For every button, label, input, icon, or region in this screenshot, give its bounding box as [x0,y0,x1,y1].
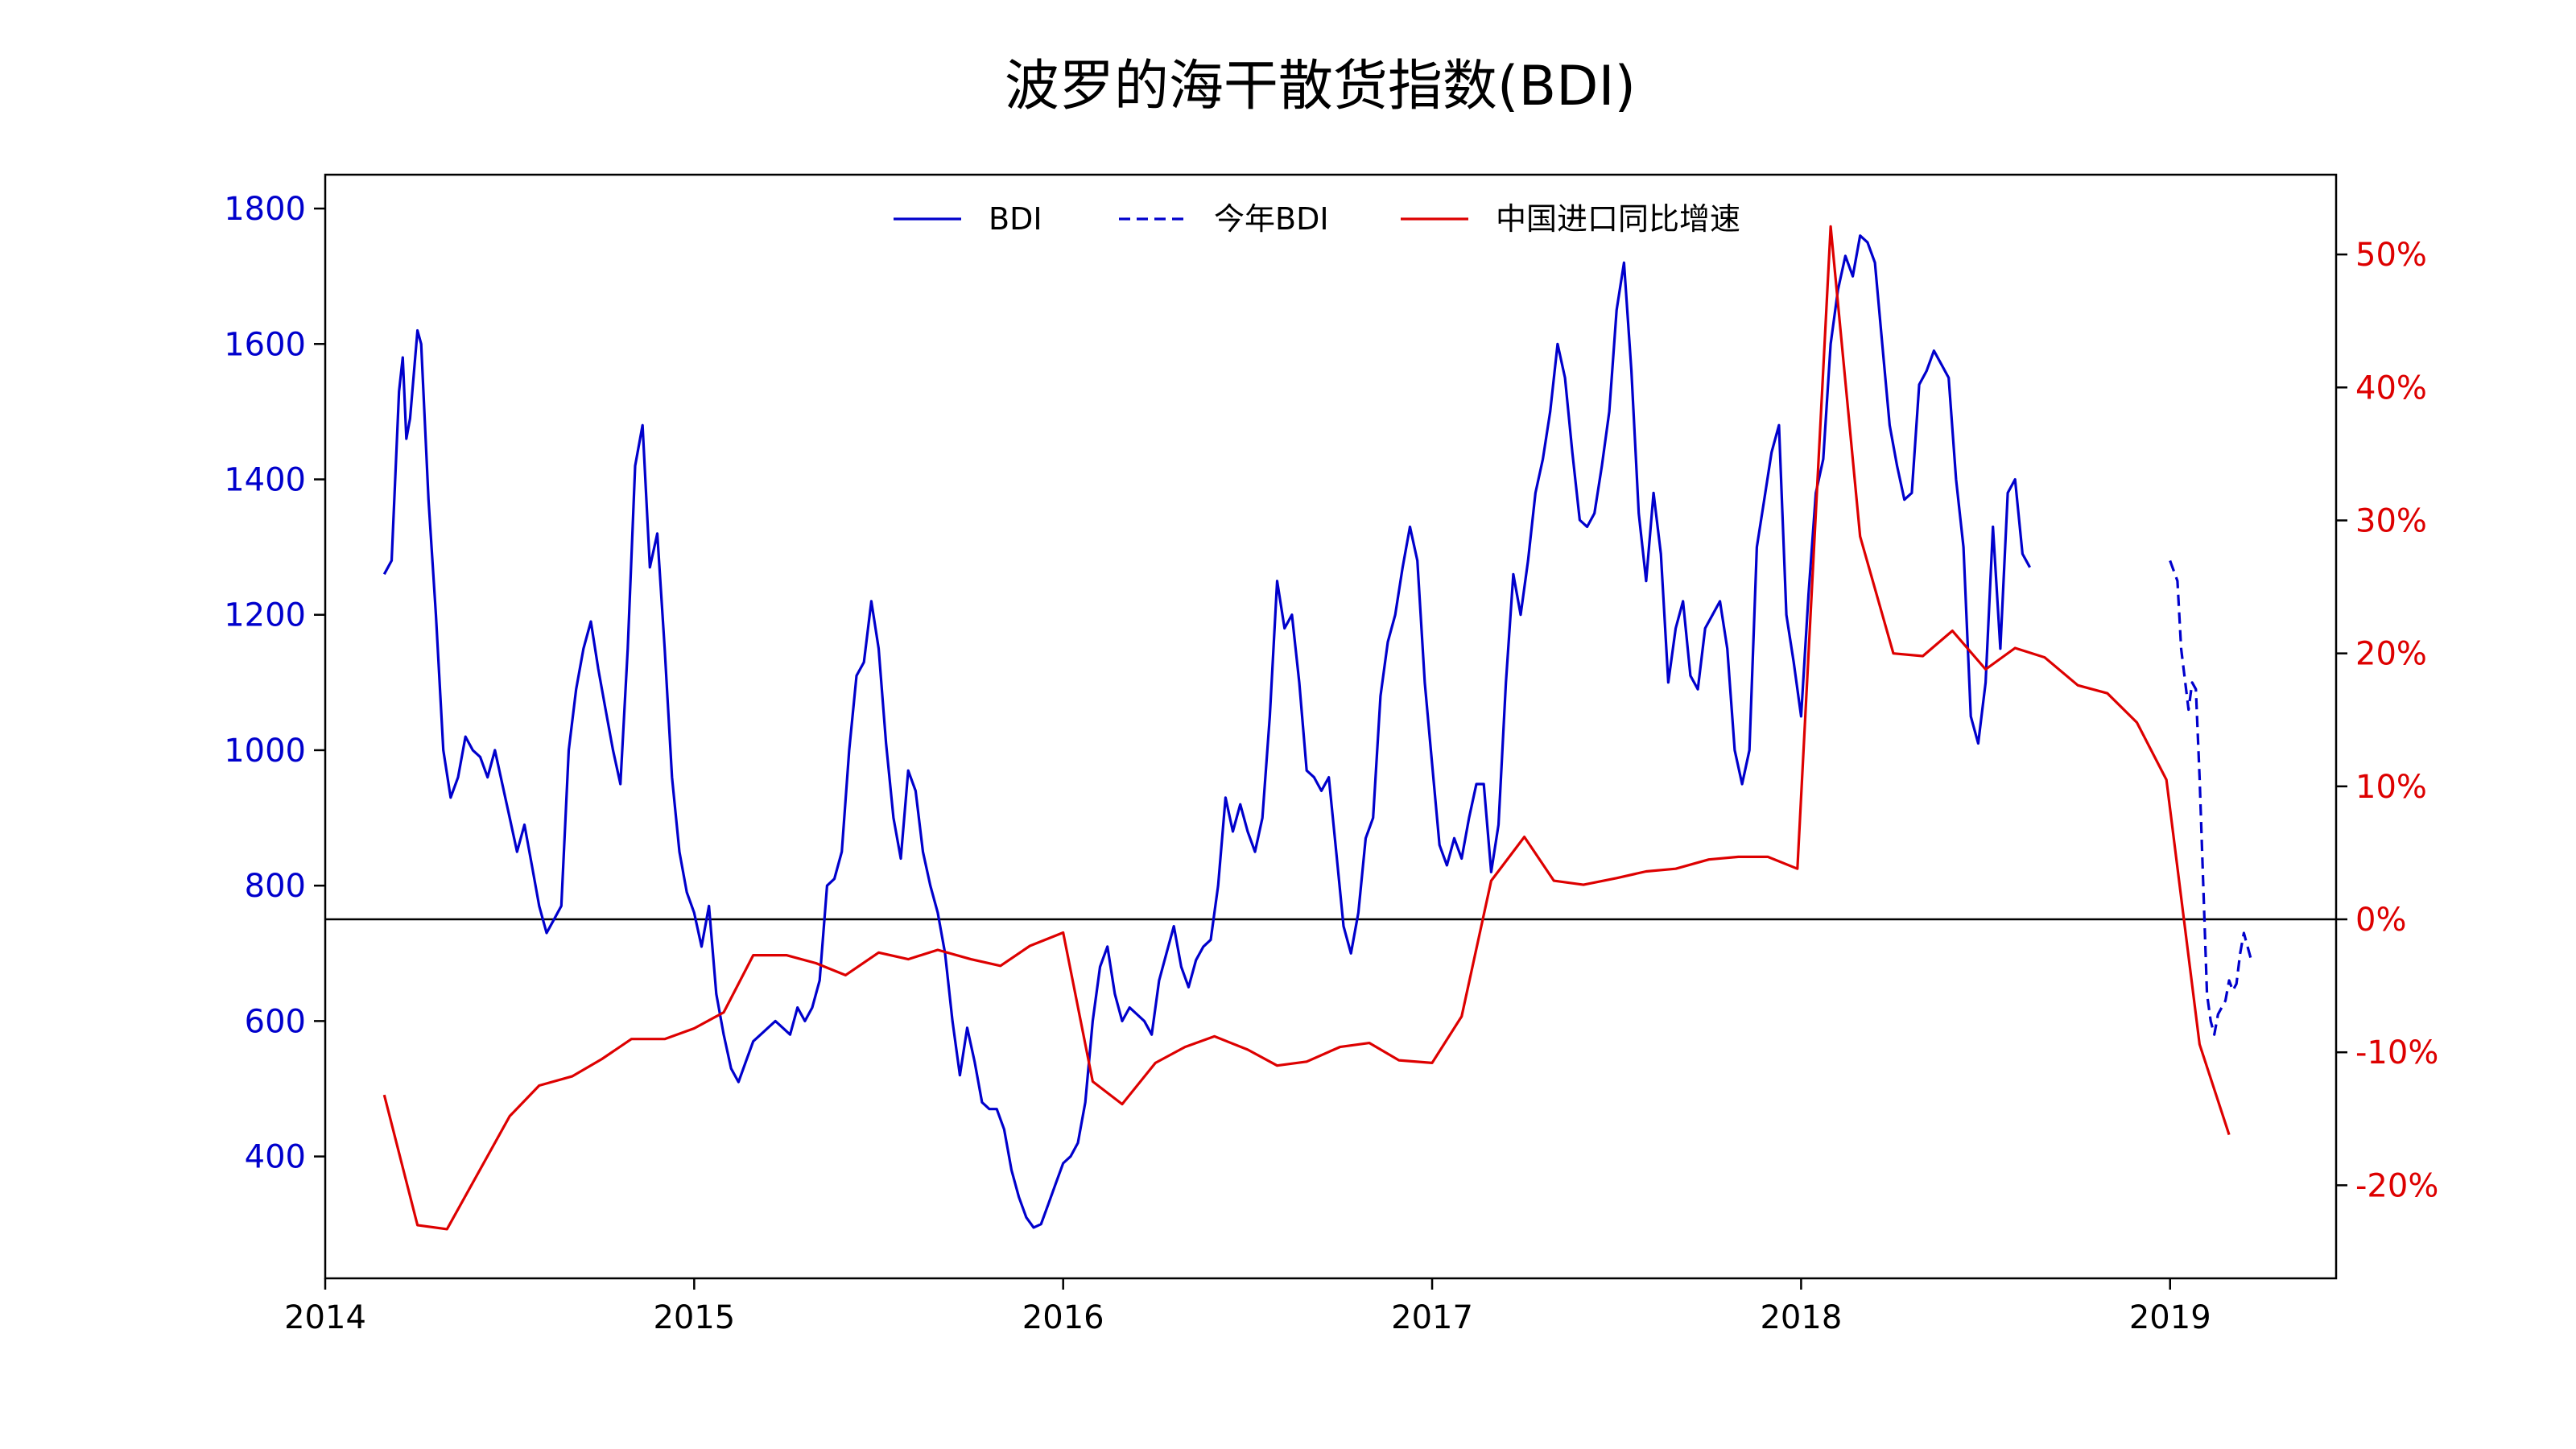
legend-label-2: 中国进口同比增速 [1496,201,1740,237]
x-tick-label: 2018 [1760,1299,1842,1336]
y-left-tick-label: 1000 [224,733,306,770]
legend-label-1: 今年BDI [1214,201,1329,237]
y-left-tick-label: 400 [245,1139,306,1176]
x-tick-label: 2014 [284,1299,366,1336]
series-line-1 [2169,559,2253,1036]
series-line-0 [382,234,2032,1229]
y-left-tick-label: 1600 [224,326,306,363]
y-right-tick-label: 20% [2355,636,2427,673]
x-tick-label: 2017 [1391,1299,1473,1336]
y-right-tick-label: 50% [2355,237,2427,274]
y-right-tick-label: 40% [2355,369,2427,407]
y-right-tick-label: -20% [2355,1167,2438,1204]
y-right-tick-label: 0% [2355,902,2406,939]
x-tick-label: 2016 [1022,1299,1104,1336]
x-tick-label: 2019 [2129,1299,2211,1336]
axes: 400 600 800 1000 1200 1400 1600 1800 -20% -10% 0% 1… [224,173,2438,1336]
y-left-tick-label: 1800 [224,191,306,228]
chart-title: 波罗的海干散货指数(BDI) [1005,55,1636,118]
y-left-tick-label: 600 [245,1003,306,1040]
y-left-tick-label: 1400 [224,461,306,498]
y-left-tick-label: 800 [245,868,306,905]
legend-label-0: BDI [989,201,1042,237]
y-right-tick-label: 10% [2355,769,2427,806]
y-right-tick-label: -10% [2355,1034,2438,1071]
plot-frame [324,173,2338,1280]
series-line-2 [382,225,2231,1231]
legend: BDI 今年BDI 中国进口同比增速 [894,201,1740,237]
y-left-tick-label: 1200 [224,597,306,634]
y-right-tick-label: 30% [2355,502,2427,539]
plot-lines [325,225,2336,1231]
x-tick-label: 2015 [653,1299,735,1336]
